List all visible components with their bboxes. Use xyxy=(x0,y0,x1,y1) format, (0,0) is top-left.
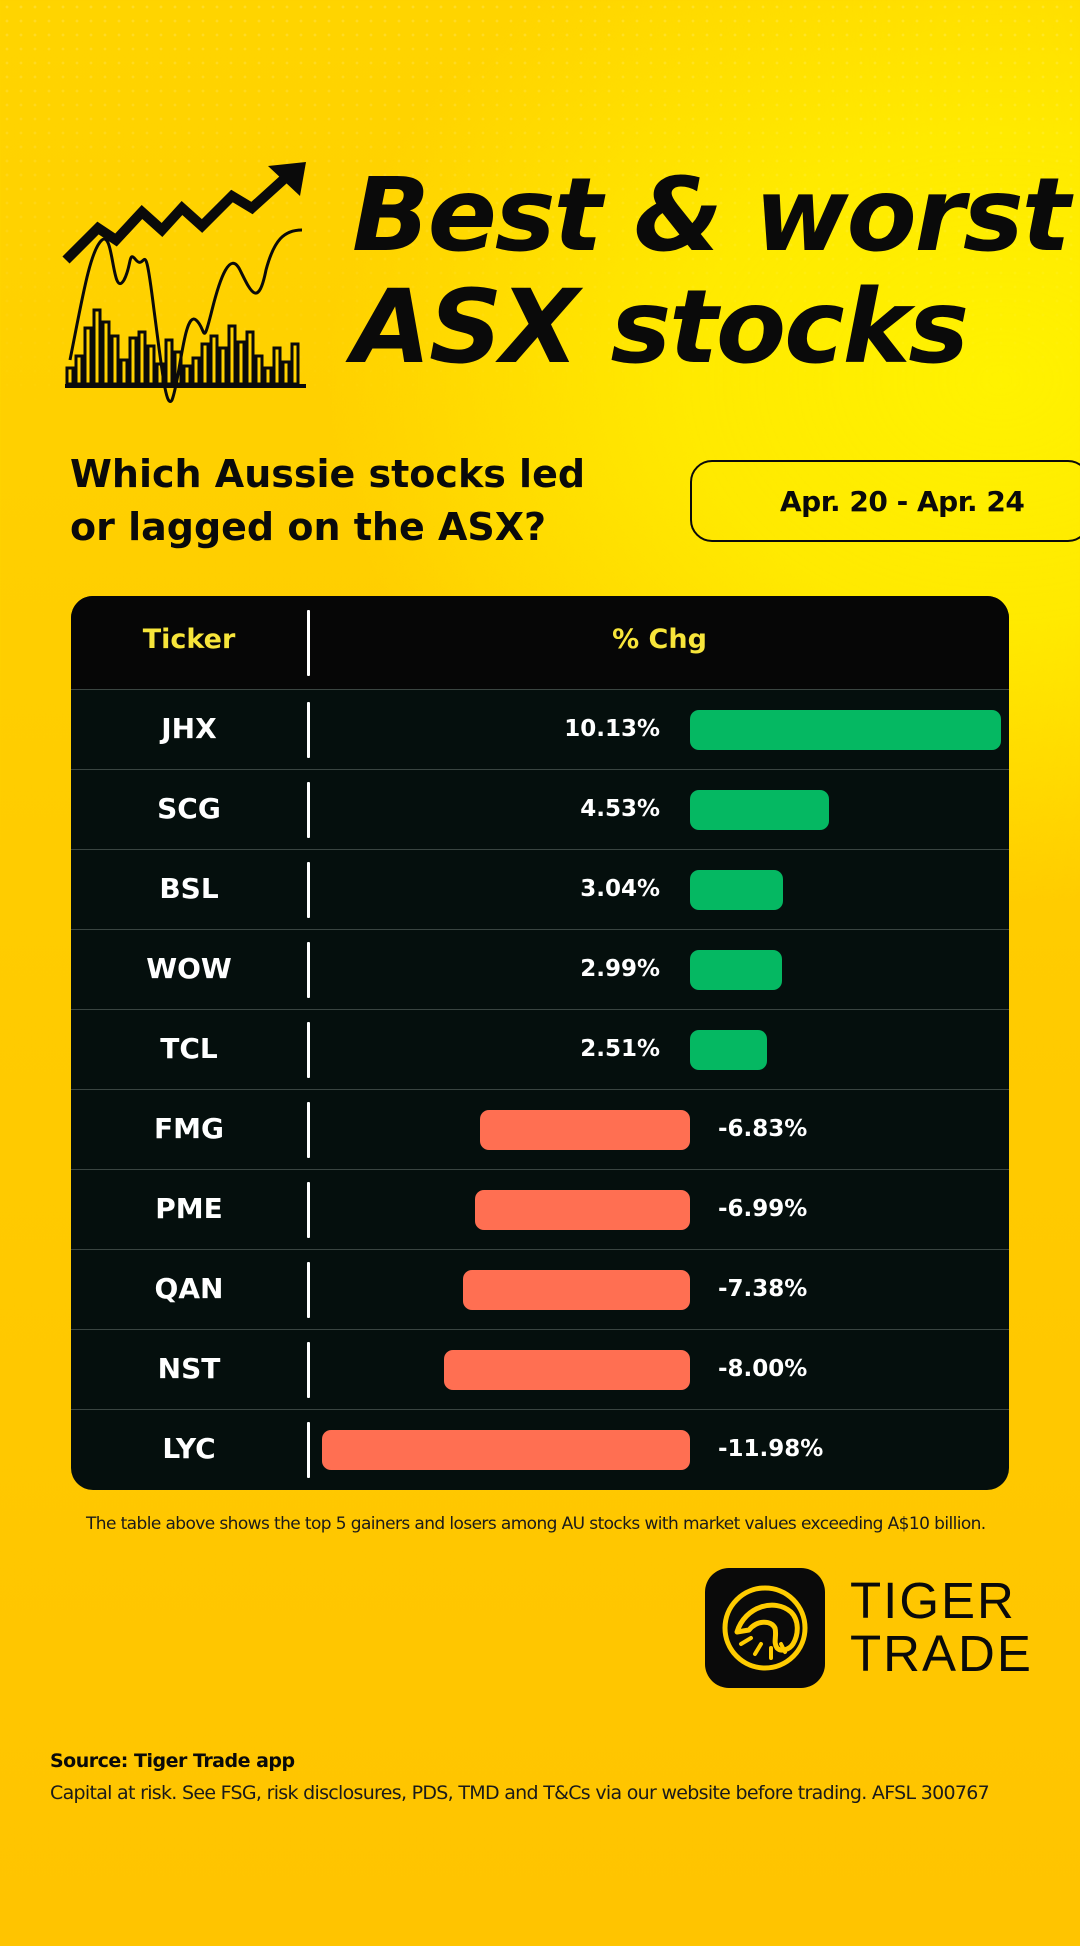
gain-bar xyxy=(690,870,784,910)
ticker-label: WOW xyxy=(146,952,232,985)
loss-bar xyxy=(444,1350,690,1390)
column-header-pct-change: % Chg xyxy=(612,624,707,655)
table-header: Ticker % Chg xyxy=(71,596,1009,689)
disclaimer-text: Capital at risk. See FSG, risk disclosur… xyxy=(50,1782,990,1804)
title-line-2: ASX stocks xyxy=(352,268,969,387)
ticker-label: NST xyxy=(157,1352,221,1385)
ticker-label: FMG xyxy=(154,1112,224,1145)
tiger-trade-logo-icon xyxy=(705,1568,825,1688)
column-divider xyxy=(307,782,310,838)
table-row: LYC -11.98% xyxy=(71,1409,1009,1489)
table-row: FMG -6.83% xyxy=(71,1089,1009,1169)
column-divider xyxy=(307,1422,310,1478)
pct-change-label: 10.13% xyxy=(564,716,660,742)
title-line-1: Best & worst xyxy=(352,156,1070,275)
subtitle-line-1: Which Aussie stocks led xyxy=(70,452,586,496)
pct-change-label: -8.00% xyxy=(718,1356,808,1382)
background-dots xyxy=(0,0,1080,700)
column-header-ticker: Ticker xyxy=(142,624,236,655)
table-row: PME -6.99% xyxy=(71,1169,1009,1249)
pct-change-label: 3.04% xyxy=(580,876,660,902)
pct-change-label: 2.99% xyxy=(580,956,660,982)
column-divider xyxy=(307,1182,310,1238)
column-divider xyxy=(307,1022,310,1078)
brand-line-2: TRADE xyxy=(850,1625,1033,1682)
table-row: JHX 10.13% xyxy=(71,689,1009,769)
ticker-label: BSL xyxy=(159,872,219,905)
table-row: NST -8.00% xyxy=(71,1329,1009,1409)
pct-change-label: -7.38% xyxy=(718,1276,808,1302)
column-divider xyxy=(307,1342,310,1398)
pct-change-label: -6.99% xyxy=(718,1196,808,1222)
gain-bar xyxy=(690,1030,768,1070)
column-divider xyxy=(307,862,310,918)
subtitle-line-2: or lagged on the ASX? xyxy=(70,505,547,549)
ticker-label: TCL xyxy=(160,1032,218,1065)
stock-change-table: Ticker % Chg JHX 10.13% SCG 4.53% BSL 3.04% WO… xyxy=(71,596,1009,1490)
pct-change-label: -11.98% xyxy=(718,1436,824,1462)
table-row: TCL 2.51% xyxy=(71,1009,1009,1089)
loss-bar xyxy=(463,1270,690,1310)
stock-chart-arrow-icon xyxy=(62,162,306,404)
gain-bar xyxy=(690,710,1001,750)
column-divider xyxy=(307,942,310,998)
brand-line-1: TIGER xyxy=(850,1572,1016,1629)
table-row: QAN -7.38% xyxy=(71,1249,1009,1329)
loss-bar xyxy=(480,1110,690,1150)
pct-change-label: 4.53% xyxy=(580,796,660,822)
page-title: Best & worst ASX stocks xyxy=(352,160,1070,387)
column-divider xyxy=(307,1102,310,1158)
pct-change-label: -6.83% xyxy=(718,1116,808,1142)
table-row: WOW 2.99% xyxy=(71,929,1009,1009)
ticker-label: QAN xyxy=(154,1272,224,1305)
loss-bar xyxy=(475,1190,690,1230)
gain-bar xyxy=(690,790,830,830)
column-divider xyxy=(307,702,310,758)
ticker-label: SCG xyxy=(157,792,221,825)
table-footnote: The table above shows the top 5 gainers … xyxy=(86,1514,986,1534)
table-row: BSL 3.04% xyxy=(71,849,1009,929)
column-divider xyxy=(307,1262,310,1318)
subtitle: Which Aussie stocks led or lagged on the… xyxy=(70,448,630,554)
date-range-label: Apr. 20 - Apr. 24 xyxy=(780,484,1025,518)
column-divider xyxy=(307,610,310,676)
ticker-label: LYC xyxy=(162,1432,216,1465)
source-text: Source: Tiger Trade app xyxy=(50,1750,295,1772)
gain-bar xyxy=(690,950,782,990)
ticker-label: JHX xyxy=(161,712,217,745)
pct-change-label: 2.51% xyxy=(580,1036,660,1062)
brand-name: TIGER TRADE xyxy=(850,1574,1033,1680)
date-range-badge: Apr. 20 - Apr. 24 xyxy=(690,460,1080,542)
loss-bar xyxy=(322,1430,690,1470)
ticker-label: PME xyxy=(155,1192,223,1225)
table-row: SCG 4.53% xyxy=(71,769,1009,849)
